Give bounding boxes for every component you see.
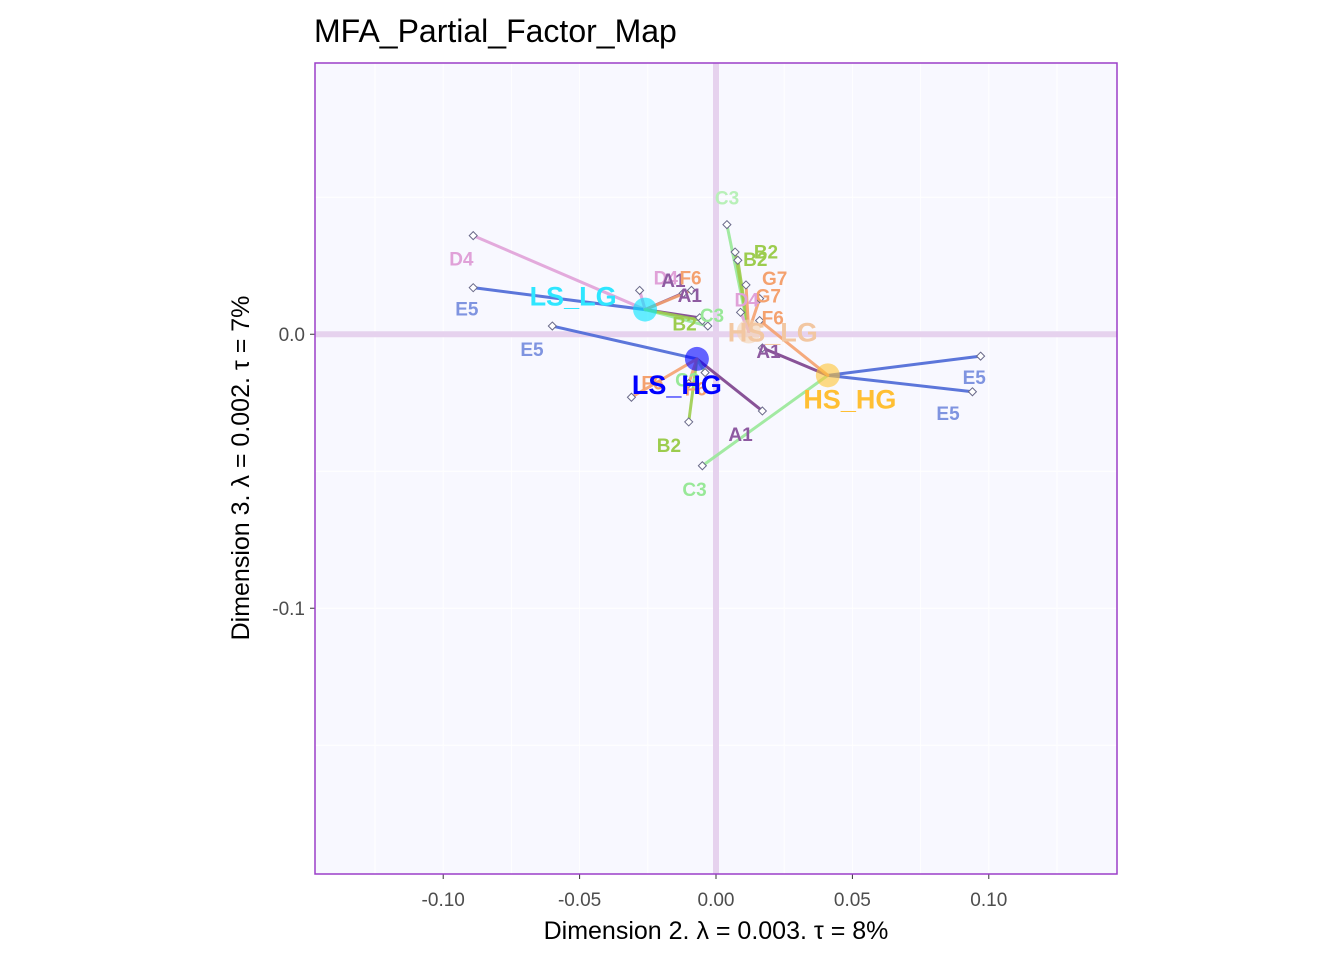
partial-line <box>700 373 830 468</box>
partial-point <box>684 378 694 389</box>
partial-point-label: F6 <box>762 309 784 330</box>
plot-panel-border <box>314 62 1118 875</box>
group-points <box>633 297 840 388</box>
y-tick-label: 0.0 <box>279 325 305 346</box>
partial-point <box>730 247 740 257</box>
x-tick-label: 0.05 <box>834 890 871 911</box>
partial-point <box>547 321 558 331</box>
partial-line <box>629 357 699 399</box>
partial-point-label: E5 <box>455 300 479 321</box>
group-label: HS_LG <box>728 318 818 348</box>
partial-point <box>735 307 746 318</box>
group-point <box>815 363 840 388</box>
partial-point <box>678 288 688 298</box>
y-axis-label: Dimension 3. λ = 0.002. τ = 7% <box>227 296 255 641</box>
x-axis-ticks: -0.10 -0.05 0.00 0.05 0.10 <box>422 874 1007 911</box>
partial-point-label: A1 <box>678 286 703 307</box>
y-axis-ticks: 0.0 -0.1 <box>272 325 315 620</box>
partial-point <box>468 230 478 241</box>
partial-point <box>757 343 768 353</box>
partial-line <box>471 234 647 312</box>
group-label: LS_HG <box>632 370 722 400</box>
x-tick-label: -0.10 <box>422 890 465 911</box>
partial-points <box>468 219 986 471</box>
partial-point <box>754 293 765 304</box>
partial-point-label: C3 <box>682 480 706 501</box>
chart-title: MFA_Partial_Factor_Map <box>314 13 677 49</box>
x-tick-label: 0.10 <box>970 890 1007 911</box>
partial-point-label: C3 <box>675 371 699 392</box>
partial-point-label: B2 <box>657 436 681 457</box>
partial-point-label: A1 <box>728 425 753 446</box>
partial-point-label: C3 <box>715 189 739 210</box>
x-axis-label: Dimension 2. λ = 0.003. τ = 8% <box>544 917 889 945</box>
partial-point <box>722 219 732 230</box>
group-label: HS_HG <box>803 384 896 414</box>
partial-point-label: E5 <box>520 340 544 361</box>
partial-line <box>826 354 983 377</box>
partial-point <box>975 351 986 361</box>
partial-point-label: F6 <box>679 268 701 289</box>
partial-point-label: A1 <box>756 342 781 363</box>
partial-point <box>697 461 708 471</box>
partial-point-label: F6 <box>685 380 707 401</box>
partial-line <box>471 286 647 312</box>
partial-point <box>697 315 708 326</box>
partial-point <box>967 387 978 397</box>
y-tick-label: -0.1 <box>272 599 305 620</box>
partial-point-label: D4 <box>735 290 760 311</box>
partial-point <box>741 280 751 290</box>
partial-line <box>695 357 764 413</box>
partial-point <box>684 417 694 427</box>
partial-point-label: B2 <box>743 250 767 271</box>
partial-point-label: D4 <box>654 268 679 289</box>
partial-point <box>754 315 765 326</box>
partial-point <box>703 321 713 331</box>
partial-point-label: B2 <box>672 315 696 336</box>
partial-point-label: G7 <box>762 269 787 290</box>
x-tick-label: 0.00 <box>698 890 735 911</box>
group-point <box>684 346 709 371</box>
partial-point-label: E5 <box>963 368 987 389</box>
partial-point <box>468 282 478 293</box>
partial-point-label: C3 <box>700 306 724 327</box>
partial-line <box>826 373 974 394</box>
partial-point-label: A1 <box>661 271 686 292</box>
partial-point <box>700 367 710 378</box>
partial-point-label: B2 <box>754 242 778 263</box>
x-tick-label: -0.05 <box>558 890 601 911</box>
partial-point <box>757 406 768 416</box>
group-label: LS_LG <box>530 282 617 312</box>
partial-point <box>634 285 645 296</box>
partial-point-label: F6 <box>641 373 663 394</box>
partial-line <box>550 324 699 361</box>
partial-point <box>626 392 637 402</box>
partial-projection-lines <box>471 223 983 468</box>
partial-line <box>758 319 830 377</box>
partial-point <box>686 285 697 296</box>
partial-point <box>733 255 743 265</box>
partial-point-label: E5 <box>936 404 960 425</box>
partial-point-label: D4 <box>449 250 474 271</box>
group-point <box>736 319 761 344</box>
partial-point-label: G7 <box>756 287 781 308</box>
group-point <box>633 297 658 322</box>
origin-lines <box>315 63 1117 874</box>
